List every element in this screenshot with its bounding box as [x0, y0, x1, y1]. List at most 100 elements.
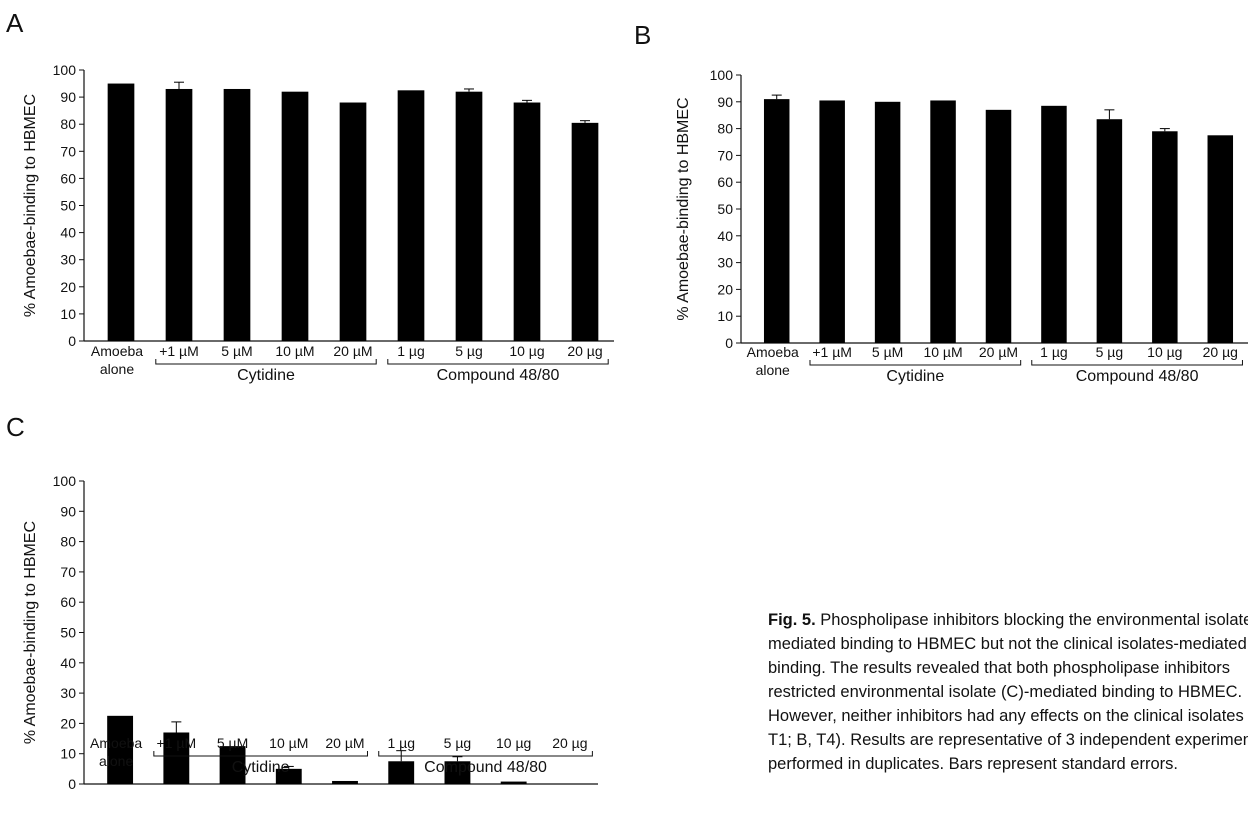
- y-tick-label: 30: [60, 252, 76, 268]
- y-tick-label: 10: [60, 746, 76, 762]
- caption-text: Phospholipase inhibitors blocking the en…: [768, 611, 1248, 773]
- bar: [444, 761, 471, 784]
- y-tick-label: 20: [60, 715, 76, 731]
- y-axis-label: % Amoebae-binding to HBMEC: [675, 97, 692, 320]
- x-tick-label: alone: [756, 362, 790, 378]
- bar: [219, 746, 246, 784]
- bar: [1096, 119, 1123, 343]
- x-tick-label: 20 µM: [333, 343, 372, 359]
- y-tick-label: 20: [717, 281, 733, 297]
- x-tick-label: 1 µg: [387, 735, 415, 751]
- group-bracket: [378, 751, 593, 757]
- x-tick-label: 20 µM: [979, 344, 1018, 360]
- bar: [388, 761, 415, 784]
- x-tick-label: Amoeba: [90, 735, 142, 751]
- y-tick-label: 80: [60, 116, 76, 132]
- group-label: Compound 48/80: [424, 759, 547, 776]
- bar: [930, 100, 956, 344]
- bar: [275, 768, 302, 784]
- bar: [107, 715, 134, 784]
- bar: [1041, 105, 1067, 343]
- bar: [874, 101, 901, 343]
- group-bracket: [155, 359, 377, 365]
- bar: [1207, 135, 1234, 343]
- panel-label-c: C: [6, 412, 25, 442]
- y-tick-label: 40: [60, 225, 76, 241]
- bar: [455, 91, 483, 342]
- y-tick-label: 100: [53, 473, 77, 489]
- x-tick-label: 10 µM: [923, 344, 962, 360]
- y-tick-label: 20: [60, 279, 76, 295]
- x-tick-label: 5 µM: [217, 735, 248, 751]
- figure-caption: Fig. 5. Phospholipase inhibitors blockin…: [768, 608, 1248, 776]
- x-tick-label: Amoeba: [91, 343, 143, 359]
- group-label: Cytidine: [232, 759, 290, 776]
- bar: [281, 91, 309, 342]
- y-tick-label: 10: [60, 306, 76, 322]
- y-tick-label: 0: [725, 335, 733, 351]
- y-tick-label: 80: [60, 534, 76, 550]
- bar: [985, 109, 1012, 343]
- x-tick-label: 20 µM: [325, 735, 364, 751]
- y-axis-label: % Amoebae-binding to HBMEC: [22, 94, 39, 317]
- y-tick-label: 60: [60, 594, 76, 610]
- x-tick-label: 5 µg: [444, 735, 472, 751]
- x-tick-label: +1 µM: [159, 343, 199, 359]
- x-tick-label: 20 µg: [567, 343, 602, 359]
- y-tick-label: 30: [717, 255, 733, 271]
- group-bracket: [153, 751, 368, 757]
- panel-label-a: A: [6, 8, 24, 38]
- x-tick-label: 5 µM: [872, 344, 903, 360]
- x-tick-label: 20 µg: [552, 735, 587, 751]
- y-tick-label: 0: [68, 776, 76, 792]
- bar-chart-a: 0 10 20 30 40 50 60 70 80 90 100 % Amoebae-binding …: [22, 62, 614, 384]
- x-tick-label: 5 µM: [221, 343, 252, 359]
- y-tick-label: 50: [60, 625, 76, 641]
- x-tick-label: 10 µg: [509, 343, 544, 359]
- y-tick-label: 100: [53, 62, 77, 78]
- bar: [223, 88, 251, 341]
- bar-chart-b: 0 10 20 30 40 50 60 70 80 90 100 % Amoebae-binding …: [675, 67, 1248, 385]
- x-tick-label: 10 µM: [269, 735, 308, 751]
- y-tick-label: 70: [60, 143, 76, 159]
- x-tick-label: 5 µg: [1096, 344, 1124, 360]
- y-tick-label: 60: [60, 170, 76, 186]
- y-tick-label: 100: [710, 67, 734, 83]
- y-tick-label: 70: [60, 564, 76, 580]
- x-tick-label: 1 µg: [1040, 344, 1068, 360]
- x-tick-label: 1 µg: [397, 343, 425, 359]
- y-tick-label: 90: [717, 94, 733, 110]
- panel-label-b: B: [634, 20, 652, 50]
- bar: [332, 780, 358, 784]
- group-label: Compound 48/80: [437, 367, 560, 384]
- group-bracket: [387, 359, 609, 365]
- group-bracket: [809, 360, 1022, 366]
- y-tick-label: 70: [717, 147, 733, 163]
- bar: [513, 102, 541, 342]
- group-bracket: [1031, 360, 1243, 366]
- bar: [819, 100, 845, 344]
- bar: [107, 83, 135, 342]
- group-label: Cytidine: [886, 368, 944, 385]
- y-tick-label: 40: [717, 228, 733, 244]
- x-tick-label: +1 µM: [157, 735, 197, 751]
- x-tick-label: alone: [99, 753, 133, 769]
- y-tick-label: 50: [717, 201, 733, 217]
- y-axis-label: % Amoebae-binding to HBMEC: [22, 521, 39, 744]
- x-tick-label: 10 µg: [496, 735, 531, 751]
- caption-label: Fig. 5.: [768, 611, 816, 629]
- y-tick-label: 90: [60, 503, 76, 519]
- bar-chart-c: 0 10 20 30 40 50 60 70 80 90 100 % Amoebae-binding …: [22, 473, 598, 792]
- x-tick-label: Amoeba: [747, 344, 799, 360]
- x-tick-label: 20 µg: [1203, 344, 1238, 360]
- bar: [571, 122, 599, 341]
- group-label: Compound 48/80: [1076, 368, 1199, 385]
- x-tick-label: 10 µM: [275, 343, 314, 359]
- x-tick-label: +1 µM: [812, 344, 852, 360]
- bar: [397, 90, 425, 341]
- bar: [163, 732, 190, 784]
- y-tick-label: 0: [68, 333, 76, 349]
- bar: [339, 102, 367, 342]
- bar: [1152, 131, 1178, 343]
- x-tick-label: alone: [100, 361, 134, 377]
